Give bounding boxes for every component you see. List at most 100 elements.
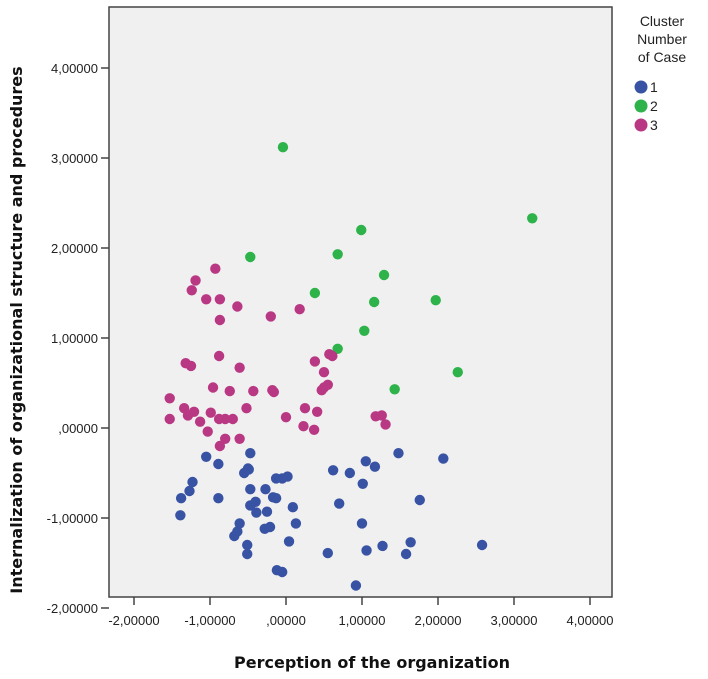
x-tick-label: 1,00000: [339, 613, 386, 628]
data-point-cluster-1: [245, 484, 256, 495]
data-point-cluster-3: [294, 304, 305, 315]
data-point-cluster-3: [376, 410, 387, 421]
y-tick-label: 4,00000: [51, 61, 98, 76]
data-point-cluster-3: [214, 314, 226, 326]
data-point-cluster-2: [356, 224, 367, 236]
y-axis-title: Internalization of organizational struct…: [7, 66, 26, 593]
data-point-cluster-1: [251, 507, 262, 518]
data-point-cluster-3: [234, 362, 245, 373]
data-point-cluster-1: [213, 493, 224, 504]
data-point-cluster-2: [332, 249, 343, 260]
data-point-cluster-3: [241, 403, 252, 414]
data-point-cluster-1: [271, 565, 283, 576]
legend-marker-cluster-1: [634, 80, 648, 94]
data-point-cluster-1: [201, 451, 212, 462]
data-point-cluster-3: [224, 385, 235, 397]
data-point-cluster-1: [476, 539, 488, 551]
data-point-cluster-1: [229, 530, 240, 542]
data-point-cluster-1: [344, 467, 356, 479]
legend-label-cluster-2: 2: [650, 98, 658, 114]
data-point-cluster-3: [202, 426, 213, 437]
data-point-cluster-1: [356, 518, 368, 529]
data-point-cluster-2: [378, 269, 390, 281]
data-point-cluster-1: [187, 476, 198, 488]
data-point-cluster-2: [332, 343, 343, 354]
data-point-cluster-2: [389, 384, 400, 395]
data-point-cluster-1: [242, 548, 253, 560]
y-tick-label: ,00000: [58, 421, 98, 436]
data-point-cluster-1: [400, 548, 412, 560]
data-point-cluster-1: [242, 539, 253, 551]
data-point-cluster-3: [311, 406, 323, 417]
legend-title-line-2: Number: [637, 31, 687, 47]
legend-title-line-1: Cluster: [640, 13, 685, 29]
data-point-cluster-2: [430, 295, 441, 306]
x-axis: -2,00000 -1,00000 ,00000 1,00000 2,00000 3,00…: [108, 597, 614, 628]
data-point-cluster-2: [359, 325, 370, 336]
data-point-cluster-1: [393, 448, 404, 459]
data-point-cluster-1: [377, 540, 388, 552]
data-point-cluster-3: [380, 419, 391, 430]
x-tick-label: 3,00000: [491, 613, 538, 628]
data-point-cluster-3: [190, 275, 201, 286]
data-point-cluster-1: [334, 498, 345, 509]
data-point-cluster-1: [175, 493, 187, 504]
data-point-cluster-3: [213, 350, 225, 362]
data-point-cluster-1: [267, 492, 279, 503]
data-point-cluster-1: [245, 448, 256, 459]
data-point-cluster-2: [309, 287, 321, 299]
y-tick-label: 2,00000: [51, 241, 98, 256]
data-point-cluster-1: [243, 464, 254, 475]
data-point-cluster-3: [299, 403, 311, 414]
data-point-cluster-3: [201, 294, 212, 305]
data-point-cluster-1: [360, 456, 371, 467]
y-tick-label: -2,00000: [47, 601, 98, 616]
legend-label-cluster-3: 3: [650, 117, 658, 133]
data-point-cluster-3: [207, 382, 219, 393]
data-point-cluster-3: [227, 413, 238, 425]
x-tick-label: 2,00000: [415, 613, 462, 628]
data-point-cluster-3: [265, 311, 276, 322]
data-point-cluster-3: [324, 349, 335, 360]
data-point-cluster-1: [260, 484, 271, 495]
data-point-cluster-3: [205, 407, 216, 418]
data-point-cluster-3: [308, 424, 320, 435]
data-point-cluster-1: [283, 536, 295, 547]
y-axis: -2,00000 -1,00000 ,00000 1,00000 2,00000 3,00…: [47, 61, 109, 616]
data-point-cluster-1: [327, 465, 339, 476]
data-point-cluster-1: [350, 580, 362, 591]
y-tick-label: 3,00000: [51, 151, 98, 166]
data-point-cluster-1: [361, 545, 372, 556]
data-point-cluster-1: [261, 506, 273, 517]
data-point-cluster-2: [527, 213, 538, 224]
data-point-cluster-1: [264, 521, 276, 533]
data-point-cluster-2: [368, 296, 380, 308]
plot-area: [108, 6, 613, 598]
data-point-cluster-3: [164, 413, 175, 425]
data-point-cluster-1: [287, 502, 299, 513]
x-tick-label: -1,00000: [184, 613, 235, 628]
data-point-cluster-3: [220, 433, 231, 444]
y-tick-label: 1,00000: [51, 331, 98, 346]
data-point-cluster-3: [267, 385, 278, 396]
data-point-cluster-2: [245, 251, 256, 263]
data-point-cluster-3: [234, 433, 245, 444]
legend: Cluster Number of Case 1 2 3: [634, 13, 687, 133]
data-point-cluster-3: [248, 385, 259, 397]
legend-title-line-3: of Case: [638, 49, 686, 65]
data-point-cluster-3: [182, 410, 194, 421]
data-point-cluster-1: [438, 453, 449, 464]
data-point-cluster-2: [277, 142, 289, 153]
x-axis-title: Perception of the organization: [234, 653, 510, 672]
data-point-cluster-3: [232, 301, 243, 312]
data-points: [164, 142, 538, 591]
data-point-cluster-3: [298, 421, 309, 432]
data-point-cluster-1: [414, 494, 425, 506]
y-tick-label: -1,00000: [47, 511, 98, 526]
data-point-cluster-3: [186, 285, 197, 296]
data-point-cluster-1: [322, 547, 333, 559]
x-tick-label: ,00000: [266, 613, 306, 628]
data-point-cluster-1: [282, 471, 293, 482]
data-point-cluster-3: [214, 294, 226, 305]
